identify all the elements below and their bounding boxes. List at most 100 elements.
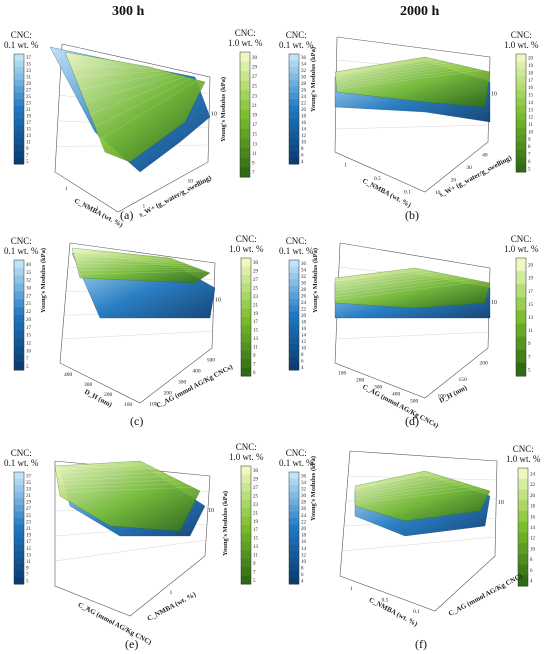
surface-plot-b: 3634323028262422201816141210864201918171… xyxy=(288,36,534,209)
colorbar-high-swatch xyxy=(516,336,526,351)
colorbar-high-swatch xyxy=(516,362,526,377)
colorbar-high-tick: 17 xyxy=(528,290,534,295)
colorbar-low-swatch xyxy=(289,363,299,371)
y-tick-label: 30 xyxy=(466,165,472,171)
colorbar-high-swatch xyxy=(516,164,526,173)
colorbar-low-swatch xyxy=(14,125,24,133)
colorbar-low-tick: 34 xyxy=(301,63,307,68)
colorbar-low-tick: 16 xyxy=(301,121,307,126)
colorbar-low-tick: 22 xyxy=(301,102,307,107)
colorbar-high-swatch xyxy=(240,100,250,111)
colorbar-low-tick: 23 xyxy=(26,520,32,525)
colorbar-high-tick: 17 xyxy=(528,79,534,84)
colorbar-low-swatch xyxy=(289,544,299,552)
colorbar-high-swatch xyxy=(241,266,251,276)
y-tick-label: 100 xyxy=(438,394,447,400)
colorbar-low-swatch xyxy=(289,144,299,152)
colorbar-low-frame xyxy=(13,471,25,585)
colorbar-high-swatch xyxy=(240,157,250,168)
colorbar-high-tick: 9 xyxy=(253,562,256,567)
surface-plot-d: 3634323028262422201816141210864201917151… xyxy=(288,242,534,430)
colorbar-high-tick: 11 xyxy=(252,152,257,157)
colorbar-low-swatch xyxy=(14,99,24,107)
colorbar-low-swatch xyxy=(14,498,24,506)
colorbar-low-swatch xyxy=(289,138,299,146)
colorbar-low-tick: 37 xyxy=(26,56,32,61)
x-tick-label: 100 xyxy=(124,402,133,408)
colorbar-high-swatch xyxy=(516,98,526,107)
colorbar-high-swatch xyxy=(241,575,251,585)
axis-box-b xyxy=(334,36,491,193)
colorbar-low-swatch xyxy=(14,260,24,269)
mesh-line xyxy=(99,79,199,140)
colorbar-low-swatch xyxy=(289,577,299,585)
colorbar-low-swatch xyxy=(289,305,299,313)
colorbar-high-tick: 12 xyxy=(528,116,534,121)
colorbar-low-swatch xyxy=(289,260,299,267)
mesh-line xyxy=(79,72,171,90)
colorbar-low-swatch xyxy=(289,564,299,572)
colorbar-low-tick: 7 xyxy=(26,573,29,578)
colorbar-low-swatch xyxy=(14,322,24,332)
colorbar-low-swatch xyxy=(289,524,299,532)
chart-panel-c: 40 35 32 30 27 25 22 20 17 15 12 10 7 5 30 29 27 25 23 21 19… xyxy=(0,228,275,428)
chart-panel-f: 36 34 32 30 28 26 24 22 20 18 16 14 12 10 8 6 4 24 22 20 18 1… xyxy=(275,436,550,651)
x-tick-label: 1 xyxy=(65,186,68,192)
colorbar-low-tick: 6 xyxy=(301,573,304,578)
colorbar-low-tick: 11 xyxy=(26,560,31,565)
mesh-line xyxy=(89,76,185,115)
colorbar-high-tick: 23 xyxy=(253,295,259,300)
colorbar-low-tick: 9 xyxy=(26,567,29,572)
mesh-line xyxy=(74,70,164,78)
colorbar-low-tick: 7 xyxy=(26,357,29,362)
colorbar-high-swatch xyxy=(241,499,251,509)
colorbar-high-frame xyxy=(515,257,527,377)
x-tick-label: 500 xyxy=(410,399,419,405)
colorbar-low-tick: 25 xyxy=(26,514,32,519)
colorbar-high-swatch xyxy=(241,533,251,543)
mesh-line xyxy=(334,273,444,288)
colorbar-low-swatch xyxy=(289,337,299,345)
colorbar-low-tick: 32 xyxy=(301,275,307,280)
colorbar-low-tick: 8 xyxy=(301,567,304,572)
colorbar-high-swatch xyxy=(518,510,528,523)
mesh-line xyxy=(334,279,472,297)
colorbar-high-swatch xyxy=(516,323,526,338)
y-tick-label: 300 xyxy=(178,380,187,386)
colorbar-high-swatch xyxy=(241,274,251,284)
colorbar-low-tick: 32 xyxy=(301,487,307,492)
colorbar-low-tick: 36 xyxy=(301,56,307,61)
colorbar-high-tick: 9 xyxy=(252,162,255,167)
chart-panel-a: 37 35 33 31 29 27 25 23 21 19 17 15 13 11 9 7 5 30 29 27 25 2… xyxy=(0,22,275,229)
legend-title-low: CNC: 0.1 wt. % xyxy=(279,30,314,50)
colorbar-high-tick: 21 xyxy=(252,104,258,109)
axis-box-e xyxy=(54,460,211,617)
colorbar-low-swatch xyxy=(289,357,299,365)
colorbar-low-swatch xyxy=(289,118,299,126)
colorbar-low-tick: 17 xyxy=(26,326,32,331)
colorbar-low-tick: 8 xyxy=(301,353,304,358)
colorbar-low-tick: 33 xyxy=(26,69,32,74)
mesh-line xyxy=(335,60,442,78)
colorbar-low-swatch xyxy=(289,318,299,326)
colorbar-high-frame xyxy=(240,257,252,377)
colorbar-high-swatch xyxy=(518,553,528,566)
colorbar-high-tick: 17 xyxy=(253,320,259,325)
colorbar-low-tick: 10 xyxy=(26,349,32,354)
mesh-line xyxy=(354,478,450,494)
colorbar-low-swatch xyxy=(289,272,299,280)
legend-title-high: CNC: 1.0 wt. % xyxy=(504,234,539,254)
y-tick-label: 150 xyxy=(459,377,468,383)
colorbar-low-swatch xyxy=(289,472,299,480)
colorbar-high-swatch xyxy=(241,258,251,267)
legend-title-low: CNC: 0.1 wt. % xyxy=(4,448,39,468)
colorbar-low-tick: 14 xyxy=(301,127,307,132)
colorbar-high-swatch xyxy=(518,468,528,480)
colorbar-low-swatch xyxy=(14,537,24,545)
colorbar-low-tick: 23 xyxy=(26,102,32,107)
colorbar-low-swatch xyxy=(14,267,24,277)
colorbar-low-swatch xyxy=(289,66,299,74)
colorbar-low-tick: 17 xyxy=(26,121,32,126)
colorbar-high-swatch xyxy=(241,567,251,577)
colorbar-low-tick: 6 xyxy=(301,153,304,158)
